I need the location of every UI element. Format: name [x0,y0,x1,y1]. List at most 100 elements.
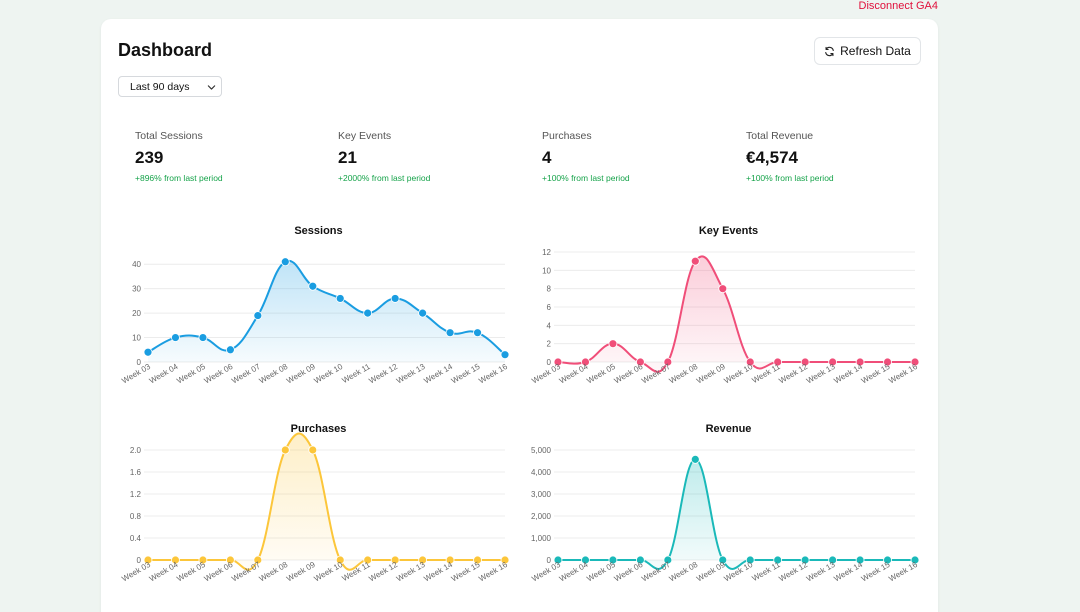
data-point [335,555,345,565]
x-tick-label: Week 08 [258,560,290,584]
chart-title: Key Events [699,225,758,237]
y-tick-label: 5,000 [531,446,552,455]
y-tick-label: 1,000 [531,534,552,543]
chart-title: Revenue [706,423,752,435]
date-range-value: Last 90 days [130,80,190,93]
chart-title: Purchases [291,423,347,435]
x-tick-label: Week 12 [367,362,399,386]
data-point [473,555,482,565]
x-tick-label: Week 07 [230,362,262,386]
data-point [828,357,838,367]
x-tick-label: Week 09 [285,362,317,386]
x-tick-label: Week 09 [695,560,727,584]
y-tick-label: 40 [132,260,141,269]
stat-label: Total Revenue [746,130,814,142]
x-tick-label: Week 06 [613,362,645,386]
y-tick-label: 20 [132,309,141,318]
x-tick-label: Week 13 [805,362,837,386]
y-tick-label: 0 [137,358,142,367]
data-point [635,357,645,367]
x-tick-label: Week 15 [450,362,482,386]
data-point [883,357,892,367]
y-tick-label: 12 [542,248,551,257]
data-point [445,328,455,338]
x-tick-label: Week 06 [203,362,235,386]
data-point [800,555,810,565]
x-tick-label: Week 08 [668,362,700,386]
y-tick-label: 3,000 [531,490,552,499]
data-point [855,555,865,565]
x-tick-label: Week 14 [422,362,454,386]
x-tick-label: Week 09 [285,560,317,584]
disconnect-ga4-link[interactable]: Disconnect GA4 [858,0,938,12]
data-point [253,311,263,320]
stat-total-revenue: Total Revenue €4,574 +100% from last per… [746,130,834,183]
x-tick-label: Week 12 [777,362,809,386]
y-tick-label: 0.4 [130,534,142,543]
data-point [745,357,755,367]
data-point [225,345,235,355]
x-tick-label: Week 08 [258,362,290,386]
data-point [910,555,920,565]
x-tick-label: Week 13 [805,560,837,584]
refresh-data-label: Refresh Data [840,44,911,58]
stat-change: +100% from last period [746,173,834,183]
y-tick-label: 4,000 [531,468,552,477]
stat-change: +100% from last period [542,173,630,183]
y-tick-label: 1.2 [130,490,142,499]
x-tick-label: Week 04 [558,560,590,584]
data-point [198,555,208,565]
x-tick-label: Week 04 [558,362,590,386]
x-tick-label: Week 10 [313,362,345,386]
stat-value: 21 [338,148,357,167]
dashboard-card: Dashboard Refresh Data Last 90 days Tota… [101,19,938,612]
y-tick-label: 0 [547,358,552,367]
purchases-chart: Purchases 0 0.4 0.8 1.2 1.6 2.0 Week 03 Week 04 W… [115,420,515,598]
x-tick-label: Week 12 [777,560,809,584]
data-point [171,555,180,565]
data-point [500,350,510,360]
x-tick-label: Week 16 [887,560,919,584]
x-tick-label: Week 11 [340,362,372,385]
data-point [308,445,318,455]
y-tick-label: 10 [132,334,141,343]
data-point [253,555,263,565]
data-point [335,294,345,303]
series-line [148,432,505,571]
x-tick-label: Week 16 [477,362,509,386]
data-point [608,339,618,349]
x-tick-label: Week 04 [148,560,180,584]
series-line [557,255,915,373]
data-point [473,328,482,338]
y-tick-label: 0 [547,556,552,565]
data-point [418,308,428,318]
x-tick-label: Week 14 [832,560,864,584]
data-point [883,555,892,565]
x-tick-label: Week 05 [585,560,617,584]
stat-label: Total Sessions [135,130,203,142]
page-title: Dashboard [118,40,213,60]
refresh-data-button[interactable]: Refresh Data [814,37,921,65]
date-range-select[interactable]: Last 90 days [118,76,222,97]
chart-title: Sessions [294,225,342,237]
x-tick-label: Week 08 [668,560,700,584]
x-tick-label: Week 16 [887,362,919,386]
y-tick-label: 6 [547,303,552,312]
data-point [418,555,428,565]
x-tick-label: Week 09 [695,362,727,386]
data-point [608,555,618,565]
data-point [581,357,590,367]
data-point [855,357,865,367]
data-point [553,555,563,565]
stat-change: +896% from last period [135,173,223,183]
x-tick-label: Week 15 [860,362,892,386]
data-point [363,308,373,318]
stat-total-sessions: Total Sessions 239 +896% from last perio… [135,130,223,183]
data-point [198,333,208,342]
x-tick-label: Week 13 [395,560,427,584]
y-tick-label: 4 [547,321,552,330]
stat-purchases: Purchases 4 +100% from last period [542,130,630,183]
data-point [308,281,318,291]
revenue-chart: Revenue 0 1,000 2,000 3,000 4,000 5,000 Week 03… [525,420,925,598]
